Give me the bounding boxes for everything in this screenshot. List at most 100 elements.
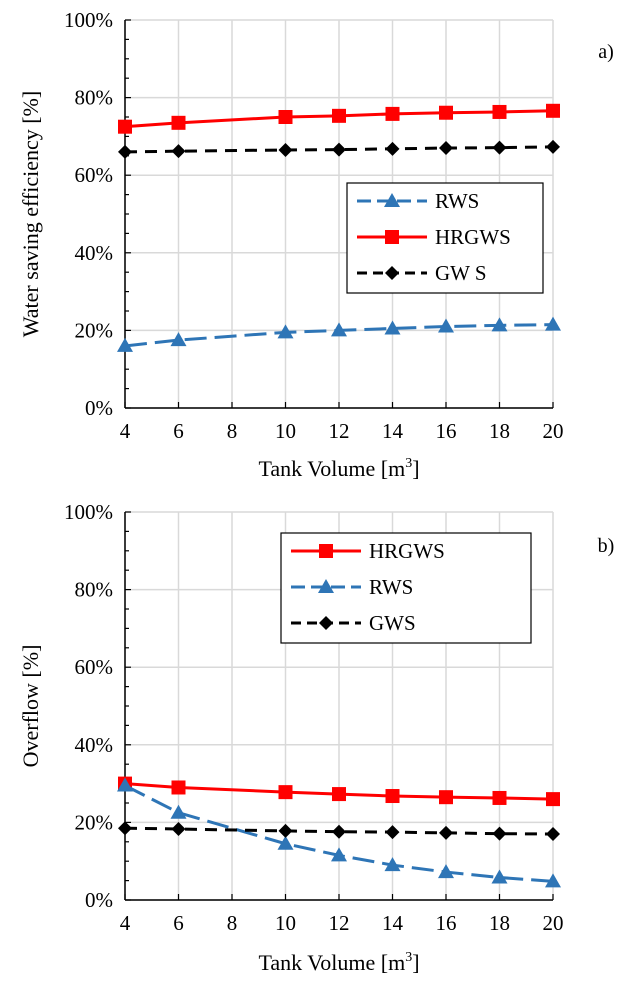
data-point-hrgws bbox=[171, 780, 186, 795]
x-tick-label: 6 bbox=[173, 419, 184, 443]
data-point-gws bbox=[385, 825, 400, 840]
legend-label-rws: RWS bbox=[435, 189, 479, 213]
y-tick-label: 100% bbox=[64, 8, 113, 32]
data-point-gws bbox=[171, 821, 186, 836]
x-tick-label: 16 bbox=[436, 911, 457, 935]
data-point-hrgws bbox=[546, 103, 560, 118]
data-point-gws bbox=[492, 140, 507, 155]
x-tick-label: 8 bbox=[227, 419, 238, 443]
data-point-rws bbox=[117, 337, 133, 352]
data-point-rws bbox=[384, 857, 401, 872]
x-tick-label: 18 bbox=[489, 419, 510, 443]
data-point-rws bbox=[331, 322, 347, 337]
y-tick-label: 20% bbox=[75, 810, 114, 834]
legend-marker-hrgws bbox=[385, 230, 399, 244]
data-point-rws bbox=[170, 332, 187, 347]
x-tick-label: 16 bbox=[436, 419, 457, 443]
data-point-gws bbox=[385, 141, 400, 156]
data-point-rws bbox=[170, 804, 187, 819]
x-tick-label: 18 bbox=[489, 911, 510, 935]
legend-label-gws: GW S bbox=[435, 261, 487, 285]
y-tick-label: 60% bbox=[75, 655, 114, 679]
legend-marker-gws bbox=[319, 616, 333, 630]
series-line-hrgws bbox=[124, 109, 554, 129]
data-point-hrgws bbox=[278, 110, 293, 124]
x-tick-label: 6 bbox=[173, 911, 184, 935]
legend-marker-hrgws bbox=[319, 544, 333, 558]
x-axis-title: Tank Volume [m3] bbox=[258, 456, 419, 481]
y-tick-label: 40% bbox=[75, 733, 114, 757]
data-point-rws bbox=[545, 873, 561, 888]
data-point-rws bbox=[277, 835, 294, 850]
data-point-hrgws bbox=[546, 792, 560, 807]
series-line-gws bbox=[124, 145, 554, 154]
y-tick-label: 100% bbox=[64, 500, 113, 524]
y-tick-label: 80% bbox=[75, 578, 114, 602]
data-point-hrgws bbox=[385, 106, 400, 121]
data-point-gws bbox=[278, 142, 293, 157]
data-point-gws bbox=[278, 823, 293, 838]
data-point-gws bbox=[439, 141, 453, 156]
legend-label-hrgws: HRGWS bbox=[435, 225, 511, 249]
y-tick-label: 40% bbox=[75, 241, 114, 265]
data-point-hrgws bbox=[385, 789, 400, 804]
series-line-rws bbox=[124, 323, 554, 348]
x-tick-label: 10 bbox=[275, 911, 296, 935]
x-tick-label: 20 bbox=[543, 911, 564, 935]
y-tick-label: 80% bbox=[75, 86, 114, 110]
data-point-gws bbox=[492, 826, 507, 841]
x-tick-label: 12 bbox=[329, 911, 350, 935]
data-point-rws bbox=[491, 317, 508, 332]
chart-panel-2: 0% 20% 40% 60% 80% 100% 4 6 8 10 12 14 16 18 20 Tank Vo… bbox=[18, 500, 614, 975]
legend: RWS HRGWS GW S bbox=[346, 182, 544, 294]
data-point-rws bbox=[438, 864, 454, 879]
panel-label: a) bbox=[598, 41, 614, 63]
data-point-rws bbox=[117, 777, 133, 792]
data-point-rws bbox=[491, 869, 508, 884]
data-point-hrgws bbox=[171, 115, 186, 130]
y-tick-label: 20% bbox=[75, 318, 114, 342]
series-line-rws bbox=[124, 784, 554, 883]
legend-label-hrgws: HRGWS bbox=[369, 539, 445, 563]
legend-marker-rws bbox=[318, 579, 334, 593]
data-point-hrgws bbox=[439, 790, 453, 805]
x-tick-label: 8 bbox=[227, 911, 238, 935]
legend: HRGWS RWS GWS bbox=[280, 532, 532, 644]
data-point-rws bbox=[277, 324, 294, 339]
data-point-gws bbox=[332, 142, 346, 157]
series-line-gws bbox=[124, 826, 554, 836]
y-axis-title: Water saving efficiency [%] bbox=[18, 91, 43, 337]
data-point-rws bbox=[331, 847, 347, 862]
data-point-rws bbox=[438, 318, 454, 333]
x-axis-title: Tank Volume [m3] bbox=[258, 950, 419, 975]
data-point-hrgws bbox=[439, 105, 453, 120]
x-tick-label: 14 bbox=[382, 911, 404, 935]
data-point-hrgws bbox=[492, 104, 507, 119]
y-axis-title: Overflow [%] bbox=[18, 645, 43, 768]
data-point-hrgws bbox=[332, 787, 346, 802]
data-point-hrgws bbox=[492, 790, 507, 805]
data-point-rws bbox=[545, 316, 561, 331]
chart-panel-1: 0% 20% 40% 60% 80% 100% 4 6 8 10 12 14 16 18 20 Tank Vo… bbox=[18, 8, 614, 481]
data-point-hrgws bbox=[278, 785, 293, 800]
legend-marker-rws bbox=[384, 193, 400, 207]
data-point-gws bbox=[546, 827, 560, 842]
data-point-gws bbox=[171, 144, 186, 159]
legend-label-gws: GWS bbox=[369, 611, 416, 635]
data-point-rws bbox=[384, 320, 401, 335]
x-tick-label: 12 bbox=[329, 419, 350, 443]
data-point-gws bbox=[118, 821, 132, 836]
y-tick-label: 0% bbox=[85, 396, 113, 420]
x-tick-label: 4 bbox=[120, 911, 131, 935]
legend-label-rws: RWS bbox=[369, 575, 413, 599]
data-point-gws bbox=[118, 144, 132, 159]
x-tick-label: 10 bbox=[275, 419, 296, 443]
data-point-gws bbox=[332, 824, 346, 839]
y-tick-label: 60% bbox=[75, 163, 114, 187]
data-point-gws bbox=[439, 825, 453, 840]
data-point-hrgws bbox=[332, 108, 346, 123]
data-point-gws bbox=[546, 139, 560, 154]
data-point-hrgws bbox=[118, 119, 132, 134]
panel-label: b) bbox=[598, 535, 615, 557]
